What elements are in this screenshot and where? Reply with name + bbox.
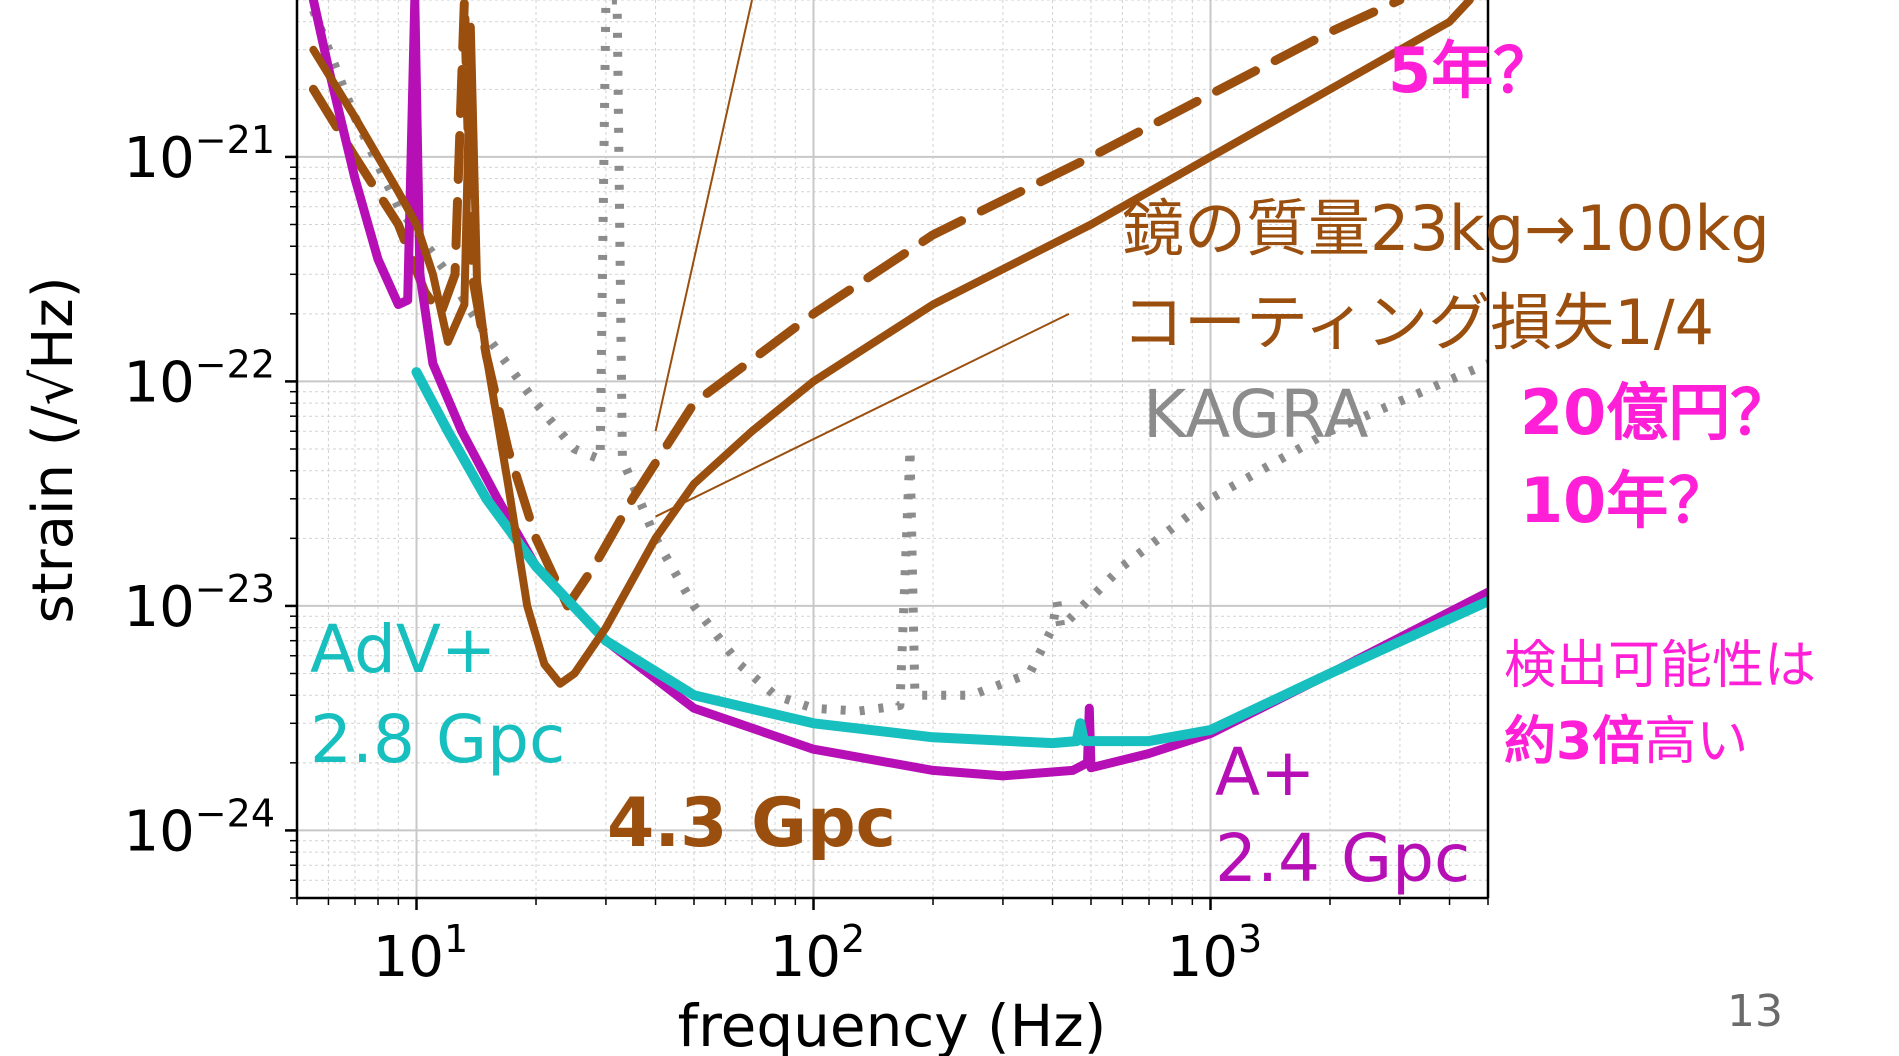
x-tick-label: 102 bbox=[770, 917, 865, 990]
y-axis-label: strain (/√Hz) bbox=[21, 276, 86, 623]
detection-note-tail: 高い bbox=[1644, 712, 1749, 772]
adv-plus-range: 2.8 Gpc bbox=[310, 701, 566, 778]
x-axis-label: frequency (Hz) bbox=[678, 992, 1107, 1056]
x-tick-label: 103 bbox=[1167, 917, 1262, 990]
mirror-mass-note: 鏡の質量23kg→100kg bbox=[1122, 192, 1770, 265]
series-mirror-100-kg-line bbox=[308, 0, 1405, 611]
cost-estimate: 20億円？ bbox=[1520, 376, 1793, 449]
detection-note-line2: 約3倍高い bbox=[1504, 716, 1748, 768]
adv-plus-label: AdV+ bbox=[310, 611, 497, 688]
y-tick-label: 10−23 bbox=[124, 567, 275, 640]
years-estimate-b: 10年？ bbox=[1520, 464, 1731, 537]
new-design-range: 4.3 Gpc bbox=[607, 784, 896, 863]
a-plus-range: 2.4 Gpc bbox=[1215, 820, 1471, 897]
years-estimate-a: 5年？ bbox=[1388, 34, 1556, 107]
kagra-label: KAGRA bbox=[1143, 376, 1369, 453]
coating-loss-note: コーティング損失1/4 bbox=[1122, 286, 1715, 359]
curves bbox=[308, 0, 1488, 781]
minor-grid bbox=[296, 0, 1489, 899]
x-tick-label: 101 bbox=[373, 917, 468, 990]
annotation-leader-line bbox=[654, 0, 753, 432]
page-number: 13 bbox=[1727, 986, 1783, 1037]
tick-labels: 101 102 103 10−24 10−23 10−22 10−21 bbox=[124, 118, 1263, 990]
y-tick-label: 10−21 bbox=[124, 118, 275, 191]
y-tick-label: 10−24 bbox=[124, 791, 275, 864]
axes bbox=[285, 0, 1490, 910]
annotation-leader-line bbox=[655, 312, 1070, 518]
a-plus-label: A+ bbox=[1215, 734, 1316, 811]
annotation-lines bbox=[654, 0, 1070, 518]
detection-factor: 約3倍 bbox=[1504, 712, 1645, 772]
series-adv-line bbox=[411, 367, 1488, 749]
y-tick-label: 10−22 bbox=[124, 342, 275, 415]
series-mirror-100-kg-coating-1-4-line bbox=[309, 0, 1474, 688]
detection-note-line1: 検出可能性は bbox=[1504, 636, 1817, 696]
